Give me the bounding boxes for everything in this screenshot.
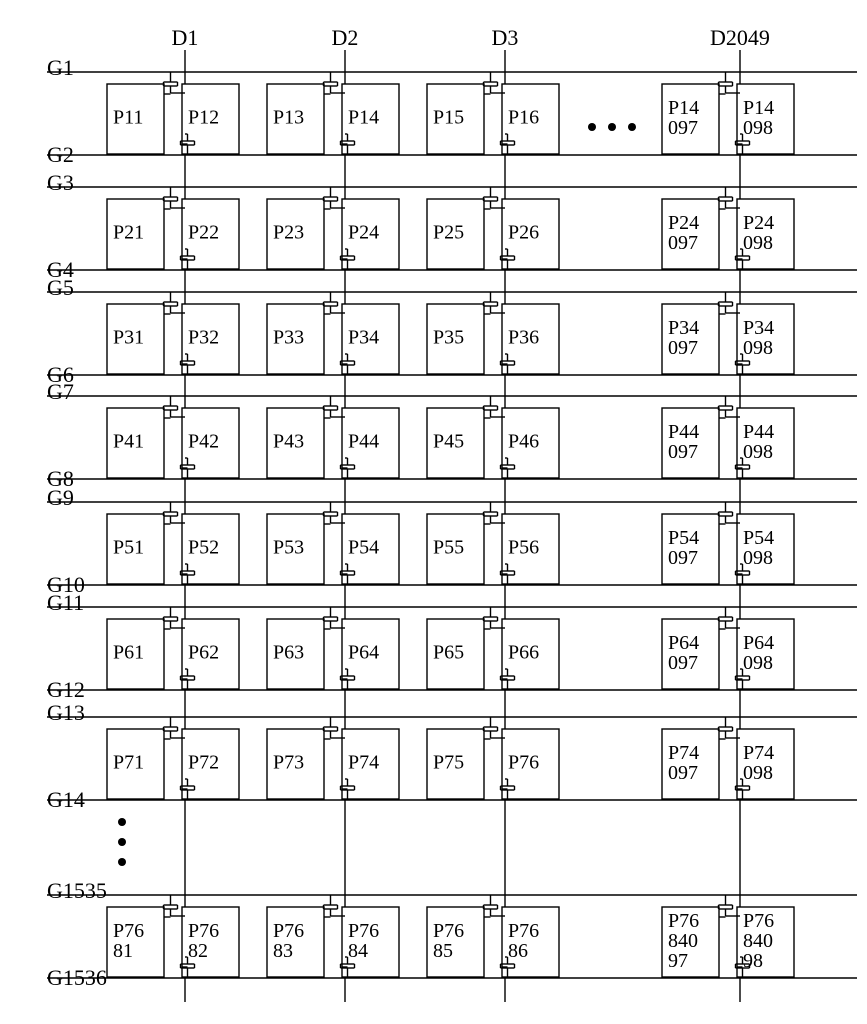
pixel-label: P65 bbox=[433, 642, 464, 664]
pixel-label: P62 bbox=[188, 642, 219, 664]
pixel-label: P15 bbox=[433, 107, 464, 129]
pixel-label: P54097 bbox=[668, 527, 699, 569]
gate-label: G5 bbox=[47, 275, 74, 300]
pixel-label: P24 bbox=[348, 222, 379, 244]
pixel-label: P74 bbox=[348, 752, 379, 774]
pixel-label: P64098 bbox=[743, 632, 774, 674]
pixel-label: P44 bbox=[348, 431, 379, 453]
pixel-label: P64097 bbox=[668, 632, 699, 674]
data-line-label: D1 bbox=[172, 25, 199, 50]
ellipsis-dot bbox=[628, 123, 636, 131]
gate-label: G1536 bbox=[47, 965, 107, 990]
gate-label: G12 bbox=[47, 677, 85, 702]
ellipsis-dot bbox=[118, 818, 126, 826]
gate-label: G11 bbox=[47, 590, 84, 615]
pixel-label: P74098 bbox=[743, 742, 774, 784]
pixel-label: P64 bbox=[348, 642, 379, 664]
pixel-label: P31 bbox=[113, 327, 144, 349]
pixel-label: P36 bbox=[508, 327, 539, 349]
pixel-label: P24098 bbox=[743, 212, 774, 254]
gate-label: G13 bbox=[47, 700, 85, 725]
gate-label: G1535 bbox=[47, 878, 107, 903]
gate-label: G9 bbox=[47, 485, 74, 510]
ellipsis-dot bbox=[118, 838, 126, 846]
pixel-label: P11 bbox=[113, 107, 143, 129]
pixel-label: P35 bbox=[433, 327, 464, 349]
pixel-label: P71 bbox=[113, 752, 144, 774]
gate-label: G2 bbox=[47, 142, 74, 167]
pixel-label: P44098 bbox=[743, 421, 774, 463]
pixel-label: P12 bbox=[188, 107, 219, 129]
pixel-array-diagram: D1 D2 D3 D2049 G1 G2 P11 P12 P13 P14 P15 P16 P14097 P… bbox=[12, 12, 867, 1012]
pixel-label: P56 bbox=[508, 537, 539, 559]
pixel-label: P42 bbox=[188, 431, 219, 453]
pixel-label: P63 bbox=[273, 642, 304, 664]
pixel-label: P53 bbox=[273, 537, 304, 559]
gate-label: G7 bbox=[47, 379, 74, 404]
pixel-label: P25 bbox=[433, 222, 464, 244]
data-line-label: D2049 bbox=[710, 25, 770, 50]
pixel-label: P16 bbox=[508, 107, 539, 129]
pixel-label: P33 bbox=[273, 327, 304, 349]
pixel-label: P24097 bbox=[668, 212, 699, 254]
pixel-label: P54 bbox=[348, 537, 379, 559]
pixel-label: P51 bbox=[113, 537, 144, 559]
pixel-label: P61 bbox=[113, 642, 144, 664]
pixel-label: P41 bbox=[113, 431, 144, 453]
data-line-label: D3 bbox=[492, 25, 519, 50]
gate-label: G14 bbox=[47, 787, 85, 812]
pixel-label: P23 bbox=[273, 222, 304, 244]
pixel-label: P14098 bbox=[743, 97, 774, 139]
pixel-label: P75 bbox=[433, 752, 464, 774]
pixel-label: P14097 bbox=[668, 97, 699, 139]
pixel-label: P26 bbox=[508, 222, 539, 244]
pixel-label: P72 bbox=[188, 752, 219, 774]
pixel-label: P66 bbox=[508, 642, 539, 664]
data-line-label: D2 bbox=[332, 25, 359, 50]
pixel-label: P14 bbox=[348, 107, 379, 129]
pixel-label: P13 bbox=[273, 107, 304, 129]
pixel-label: P21 bbox=[113, 222, 144, 244]
pixel-label: P73 bbox=[273, 752, 304, 774]
gate-label: G1 bbox=[47, 55, 74, 80]
pixel-label: P22 bbox=[188, 222, 219, 244]
pixel-label: P55 bbox=[433, 537, 464, 559]
pixel-label: P54098 bbox=[743, 527, 774, 569]
pixel-label: P46 bbox=[508, 431, 539, 453]
ellipsis-dot bbox=[608, 123, 616, 131]
ellipsis-dot bbox=[588, 123, 596, 131]
pixel-label: P34098 bbox=[743, 317, 774, 359]
pixel-label: P34 bbox=[348, 327, 379, 349]
pixel-label: P44097 bbox=[668, 421, 699, 463]
pixel-label: P43 bbox=[273, 431, 304, 453]
pixel-label: P45 bbox=[433, 431, 464, 453]
pixel-label: P52 bbox=[188, 537, 219, 559]
pixel-label: P76 bbox=[508, 752, 539, 774]
gate-label: G3 bbox=[47, 170, 74, 195]
pixel-label: P32 bbox=[188, 327, 219, 349]
pixel-label: P74097 bbox=[668, 742, 699, 784]
pixel-label: P34097 bbox=[668, 317, 699, 359]
ellipsis-dot bbox=[118, 858, 126, 866]
